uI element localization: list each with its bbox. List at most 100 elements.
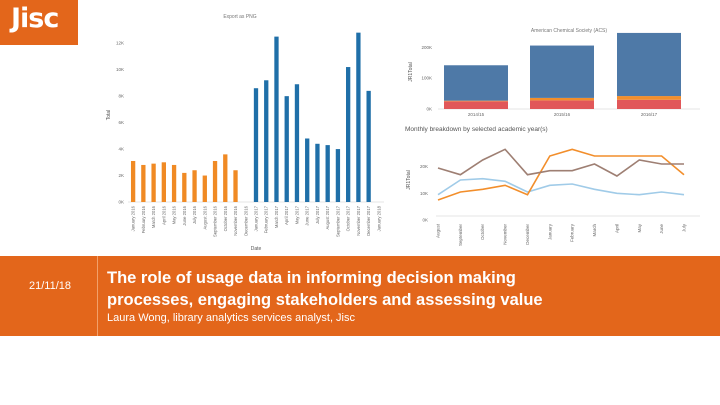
chart1-y-tick: 10K [116, 67, 124, 72]
chart2-bar-segment [617, 32, 681, 97]
chart2-bar-segment [444, 65, 508, 101]
chart1-bar [274, 36, 279, 202]
chart2-bar-segment [444, 101, 508, 109]
chart1-bar [325, 145, 330, 202]
chart1-x-tick: June 2016 [182, 205, 187, 225]
chart1-x-tick: April 2016 [161, 205, 166, 225]
logo-text: Jisc [11, 3, 59, 34]
chart1-x-tick: November 2016 [233, 205, 238, 235]
chart2-bar-segment [444, 100, 508, 102]
chart1-bar [151, 163, 156, 202]
chart2-bar-segment [530, 100, 594, 109]
chart1-bar [202, 175, 207, 202]
chart1-x-tick: August 2017 [325, 205, 330, 229]
chart3-x-tick: January [547, 223, 552, 240]
chart2-title: American Chemical Society (ACS) [531, 28, 607, 34]
chart1-x-tick: October 2016 [223, 205, 228, 231]
chart1-x-axis-label: Date [251, 246, 262, 252]
chart1-bar [141, 164, 146, 202]
chart1-bar [284, 96, 289, 202]
chart3-series-line [437, 148, 684, 177]
chart3-x-tick: September [458, 224, 463, 247]
title-line-1: The role of usage data in informing deci… [107, 269, 516, 287]
chart1-x-tick: March 2017 [274, 205, 279, 228]
chart2-x-tick: 2014/15 [468, 112, 485, 117]
chart1-title: Export as PNG [223, 14, 256, 20]
chart3-y-axis-label: JR1Total [406, 170, 412, 189]
chart1-x-tick: May 2016 [172, 205, 177, 224]
chart1-bar [212, 160, 218, 202]
chart1-bar [366, 90, 371, 202]
chart1-x-tick: March 2016 [151, 205, 156, 228]
chart1-bar [253, 88, 259, 202]
chart1-x-tick: January 2017 [254, 205, 259, 231]
chart2-bar-segment [530, 45, 594, 98]
divider [97, 256, 98, 336]
chart2-bar-segment [530, 97, 594, 101]
chart1-bar [130, 160, 136, 202]
chart1-x-tick: December 2017 [366, 205, 371, 235]
chart3-x-tick: May [637, 223, 642, 232]
chart1-x-tick: November 2017 [356, 205, 361, 235]
presentation-date: 21/11/18 [29, 280, 72, 292]
chart1-bar [233, 170, 238, 202]
chart1-x-tick: February 2017 [264, 205, 269, 233]
chart2-y-tick: 0K [426, 107, 432, 112]
title-line-2: processes, engaging stakeholders and ass… [107, 290, 543, 309]
chart1-x-tick: May 2017 [294, 205, 299, 224]
chart1-bar [294, 84, 300, 202]
slide-title: The role of usage data in informing deci… [107, 268, 543, 311]
chart2-bar-segment [617, 96, 681, 100]
chart3-x-tick: June [659, 224, 664, 234]
chart1-x-tick: January 2018 [376, 205, 381, 231]
chart3-x-tick: December [525, 224, 530, 245]
usage-bar-chart: Export as PNG Total Date 0K 2K 4K 6K 8K 10K 12… [106, 14, 384, 252]
jisc-logo: Jisc [0, 0, 78, 45]
chart1-y-axis-label: Total [106, 110, 112, 121]
chart1-bar [315, 143, 320, 202]
presenter-subtitle: Laura Wong, library analytics services a… [107, 312, 356, 324]
chart1-x-tick: June 2017 [305, 205, 310, 225]
acs-stacked-bar-chart: American Chemical Society (ACS) JR1Total… [408, 28, 700, 117]
chart3-x-tick: October [480, 224, 485, 241]
chart3-x-tick: November [503, 224, 508, 245]
chart2-x-tick: 2016/17 [641, 112, 658, 117]
chart1-x-tick: February 2016 [141, 205, 146, 233]
chart3-x-tick: February [570, 223, 575, 242]
chart3-x-tick: April [614, 224, 619, 233]
chart1-y-tick: 12K [116, 41, 124, 46]
chart1-bar [305, 138, 310, 202]
chart1-bar [192, 170, 197, 202]
chart1-bar [264, 80, 269, 202]
chart3-x-tick: July [682, 223, 687, 232]
chart1-x-tick: September 2017 [335, 205, 340, 237]
chart1-y-tick: 4K [118, 147, 124, 152]
chart1-bar [346, 67, 351, 203]
chart1-bar [182, 172, 187, 202]
chart3-y-tick: 0K [422, 218, 428, 223]
chart1-y-tick: 6K [118, 120, 124, 125]
chart2-y-axis-label: JR1Total [408, 62, 414, 81]
chart1-x-tick: December 2016 [243, 205, 248, 235]
chart1-bar [171, 164, 177, 202]
chart3-y-tick: 20K [420, 164, 428, 169]
chart3-title: Monthly breakdown by selected academic y… [405, 126, 548, 133]
charts-screenshot: Export as PNG Total Date 0K 2K 4K 6K 8K 10K 12… [106, 14, 700, 252]
chart1-bar [161, 162, 166, 202]
chart1-x-tick: September 2016 [213, 205, 218, 237]
chart2-x-tick: 2015/16 [554, 112, 571, 117]
chart1-bar [356, 32, 361, 203]
chart1-y-tick: 8K [118, 94, 124, 99]
chart3-series-line [437, 177, 685, 196]
chart2-y-tick: 200K [421, 45, 432, 50]
chart1-x-tick: August 2016 [202, 205, 207, 229]
chart1-x-tick: July 2016 [192, 205, 197, 224]
chart1-bar [223, 154, 228, 202]
chart3-x-tick: August [436, 223, 441, 238]
chart1-x-tick: July 2017 [315, 205, 320, 224]
chart1-x-tick: January 2016 [131, 205, 136, 231]
chart1-bar [335, 149, 341, 202]
chart2-y-tick: 100K [421, 76, 432, 81]
title-band: 21/11/18 The role of usage data in infor… [0, 256, 720, 336]
chart1-y-tick: 2K [118, 173, 124, 178]
